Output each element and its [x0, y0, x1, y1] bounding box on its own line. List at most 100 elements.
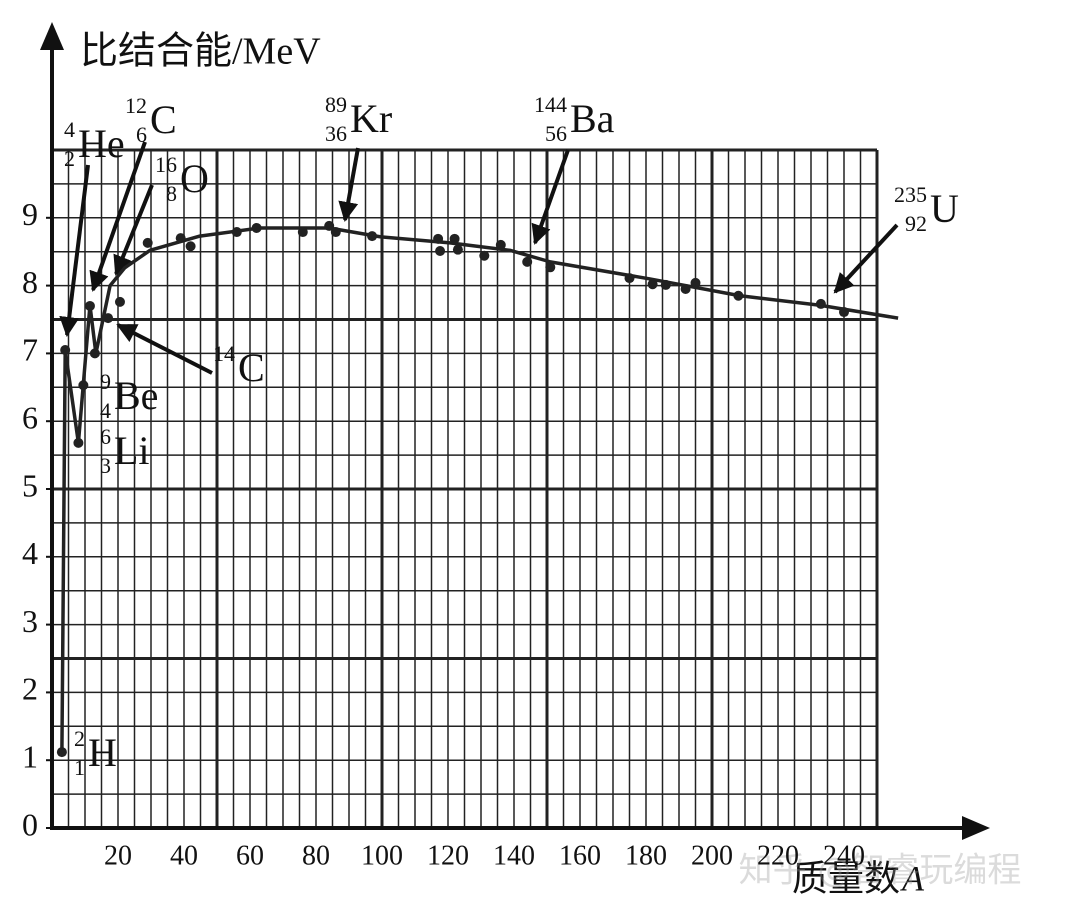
y-axis-arrow	[40, 22, 64, 50]
mass-number: 144	[534, 92, 567, 117]
y-tick-label: 6	[22, 400, 38, 436]
data-point	[324, 220, 335, 231]
data-point	[733, 290, 744, 301]
arrow	[833, 223, 899, 294]
x-axis-arrow	[962, 816, 990, 840]
data-point	[73, 437, 84, 448]
y-tick-label: 2	[22, 671, 38, 707]
data-point	[435, 246, 446, 257]
mass-number: 16	[155, 152, 177, 177]
data-point	[367, 231, 378, 242]
nuclide-symbol: H	[88, 730, 117, 775]
axes	[50, 40, 975, 830]
y-tick-label: 8	[22, 264, 38, 300]
x-axis-label: 质量数	[792, 858, 900, 898]
atomic-number: 36	[325, 121, 347, 146]
data-point	[647, 279, 658, 290]
data-point	[449, 233, 460, 244]
data-point	[815, 298, 826, 309]
data-point	[452, 244, 463, 255]
mass-number: 89	[325, 92, 347, 117]
arrow	[531, 149, 570, 245]
data-point	[297, 227, 308, 238]
atomic-number: 3	[100, 453, 111, 478]
nuclide-symbol: U	[930, 186, 959, 231]
data-point	[89, 348, 100, 359]
data-point	[231, 227, 242, 238]
mass-number: 12	[125, 93, 147, 118]
nuclide-symbol: He	[78, 121, 125, 166]
x-tick-label: 200	[691, 840, 733, 871]
nuclide-symbol: O	[180, 156, 209, 201]
data-point	[103, 313, 114, 324]
x-tick-label: 60	[236, 840, 264, 871]
arrow	[338, 147, 360, 222]
watermark: 知乎 @智睿玩编程	[739, 851, 1022, 891]
x-tick-label: 160	[559, 840, 601, 871]
nuclide-symbol: Kr	[350, 96, 392, 141]
data-point	[251, 222, 262, 233]
arrow	[116, 323, 213, 375]
mass-number: 14	[213, 341, 235, 366]
y-tick-label: 7	[22, 332, 38, 368]
arrow	[89, 141, 147, 292]
arrow	[113, 184, 154, 276]
atomic-number: 92	[905, 211, 927, 236]
data-point	[624, 273, 635, 284]
nuclide-symbol: Li	[114, 428, 150, 473]
annotation-arrows	[59, 141, 899, 375]
mass-number: 9	[100, 369, 111, 394]
x-axis-label-var: A	[900, 858, 925, 898]
data-point	[479, 250, 490, 261]
data-point	[78, 380, 89, 391]
data-point	[330, 227, 341, 238]
y-tick-label: 0	[22, 806, 38, 842]
atomic-number: 4	[100, 398, 111, 423]
atomic-number: 8	[166, 181, 177, 206]
x-tick-label: 120	[427, 840, 469, 871]
arrow	[59, 164, 90, 337]
nuclide-symbol: Be	[114, 373, 158, 418]
atomic-number: 2	[64, 146, 75, 171]
data-point	[660, 279, 671, 290]
data-point	[495, 239, 506, 250]
data-point	[690, 277, 701, 288]
data-point	[60, 345, 71, 356]
x-tick-label: 220	[757, 840, 799, 871]
data-point	[839, 307, 849, 318]
data-point	[680, 283, 691, 294]
mass-number: 4	[64, 117, 75, 142]
data-point	[522, 256, 533, 267]
grid	[50, 148, 879, 830]
x-tick-label: 80	[302, 840, 330, 871]
y-axis-label: 比结合能/MeV	[80, 31, 321, 73]
data-point	[175, 233, 186, 244]
y-tick-label: 9	[22, 196, 38, 232]
x-tick-label: 40	[170, 840, 198, 871]
data-point	[56, 747, 67, 758]
y-tick-label: 5	[22, 467, 38, 503]
data-point	[142, 237, 153, 248]
atomic-number: 1	[74, 755, 85, 780]
x-tick-label: 20	[104, 840, 132, 871]
data-point	[545, 262, 556, 273]
x-tick-label: 180	[625, 840, 667, 871]
mass-number: 2	[74, 726, 85, 751]
atomic-number: 56	[545, 121, 567, 146]
x-tick-label: 100	[361, 840, 403, 871]
data-point	[185, 241, 196, 252]
x-tick-label: 140	[493, 840, 535, 871]
mass-number: 235	[894, 182, 927, 207]
y-tick-label: 1	[22, 739, 38, 775]
data-point	[433, 233, 444, 244]
nuclide-symbol: Ba	[570, 96, 615, 141]
x-tick-label: 240	[823, 840, 865, 871]
data-point	[84, 300, 95, 311]
data-point	[114, 296, 125, 307]
y-tick-label: 3	[22, 603, 38, 639]
nuclide-symbol: C	[150, 97, 177, 142]
mass-number: 6	[100, 424, 111, 449]
y-tick-label: 4	[22, 535, 38, 571]
